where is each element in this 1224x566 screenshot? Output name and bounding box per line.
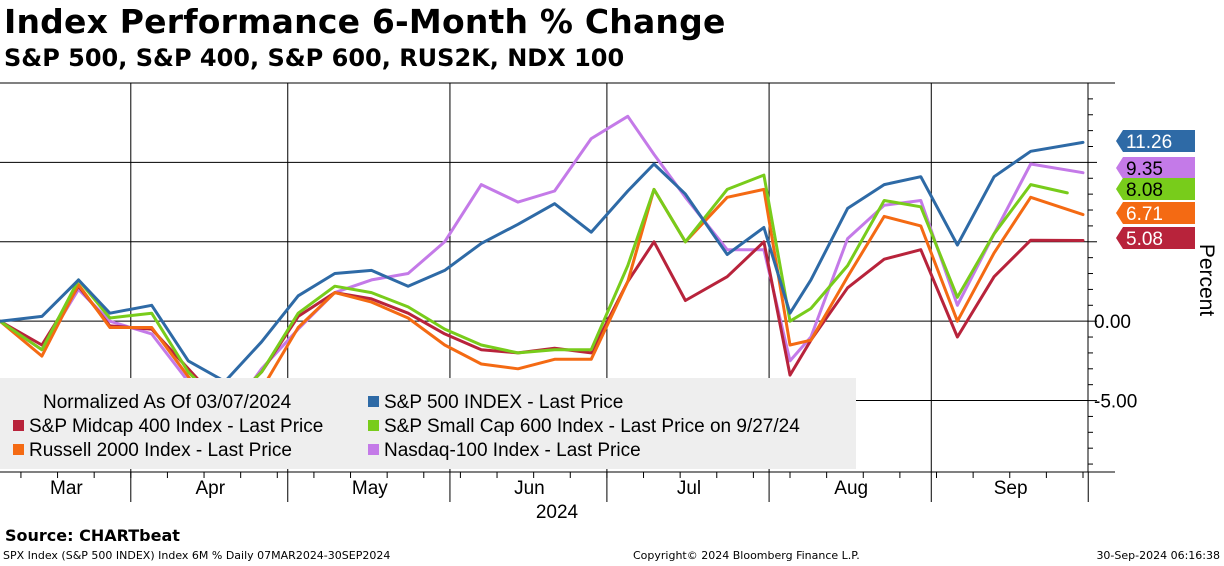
last-value-tag-rus2k: [1116, 202, 1195, 224]
legend-swatch-sp600: [368, 420, 379, 431]
series-line-sp600: [0, 173, 1069, 410]
last-value-labels: 11.26 9.358.08 6.71 5.08: [1116, 130, 1195, 250]
series-line-ndx100: [0, 114, 1085, 422]
y-tick-label: -5.00: [1094, 392, 1137, 413]
last-value-tag-sp500: [1116, 130, 1195, 152]
last-value-label-sp500: 11.26: [1126, 132, 1172, 153]
legend-label-rus2k: Russell 2000 Index - Last Price: [29, 440, 292, 461]
legend-swatch-rus2k: [13, 444, 24, 455]
x-tick-label: Jun: [514, 478, 545, 499]
series-lines: [0, 114, 1085, 426]
last-value-label-sp600: 8.08: [1126, 180, 1163, 201]
last-value-label-ndx100: 9.35: [1126, 159, 1163, 180]
footer-timestamp: 30-Sep-2024 06:16:38: [1096, 549, 1220, 562]
x-year-label: 2024: [536, 502, 579, 520]
y-tick-label: 0.00: [1094, 312, 1131, 333]
legend: Normalized As Of 03/07/2024 S&P 500 INDEX…: [0, 378, 856, 469]
x-tick-label: Aug: [834, 478, 868, 499]
legend-label-sp500: S&P 500 INDEX - Last Price: [384, 392, 623, 413]
last-value-tag-sp400: [1116, 227, 1195, 249]
axes: Mar Apr May Jun Jul Aug Sep 2024 0.00 -5.00 Percen…: [0, 82, 1218, 520]
last-value-label-sp400: 5.08: [1126, 229, 1163, 250]
legend-label-sp600: S&P Small Cap 600 Index - Last Price on …: [384, 416, 800, 437]
x-tick-label: Jul: [677, 478, 701, 499]
x-tick-label: May: [352, 478, 388, 499]
x-tick-label: Apr: [195, 478, 225, 499]
x-tick-label: Mar: [50, 478, 83, 499]
last-value-tag-sp600: [1116, 178, 1195, 200]
legend-swatch-sp500: [368, 396, 379, 407]
last-value-tag-ndx100: [1116, 157, 1195, 179]
series-line-sp500: [0, 140, 1085, 383]
line-chart: Mar Apr May Jun Jul Aug Sep 2024 0.00 -5.00 Percen…: [0, 82, 1218, 520]
last-value-label-rus2k: 6.71: [1126, 204, 1163, 225]
legend-label-ndx100: Nasdaq-100 Index - Last Price: [384, 440, 641, 461]
chart-title: Index Performance 6-Month % Change: [4, 2, 726, 41]
legend-note: Normalized As Of 03/07/2024: [43, 392, 292, 413]
source-note: Source: CHARTbeat: [5, 526, 180, 545]
legend-swatch-ndx100: [368, 444, 379, 455]
legend-box: [0, 378, 856, 469]
x-tick-label: Sep: [994, 478, 1028, 499]
series-line-rus2k: [0, 187, 1085, 426]
y-axis-label: Percent: [1195, 244, 1218, 317]
footer-copyright: Copyright© 2024 Bloomberg Finance L.P.: [633, 549, 860, 562]
legend-label-sp400: S&P Midcap 400 Index - Last Price: [29, 416, 323, 437]
legend-swatch-sp400: [13, 420, 24, 431]
footer-series-info: SPX Index (S&P 500 INDEX) Index 6M % Dai…: [3, 549, 391, 562]
chart-subtitle: S&P 500, S&P 400, S&P 600, RUS2K, NDX 10…: [4, 44, 625, 72]
